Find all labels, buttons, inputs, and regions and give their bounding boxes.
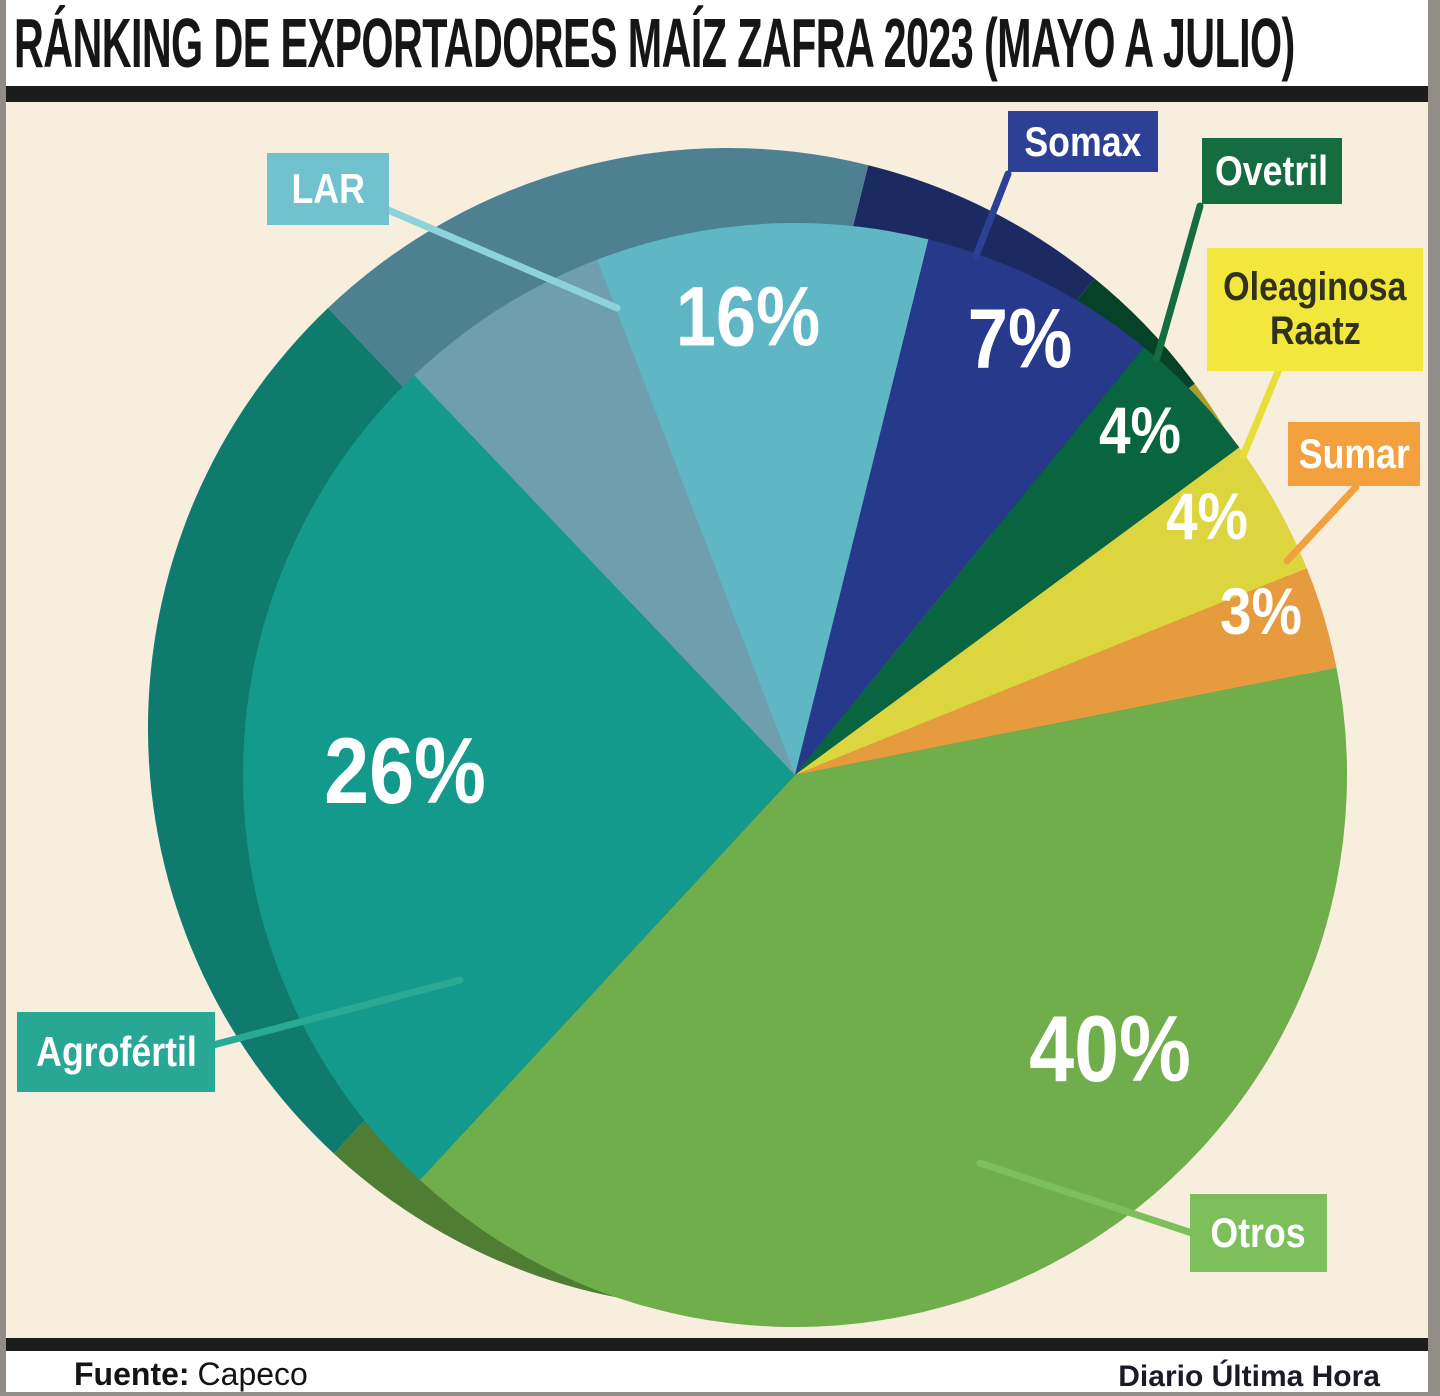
legend-box-label: Sumar (1298, 430, 1410, 478)
legend-box-oleaginosa-raatz: Oleaginosa Raatz (1207, 248, 1423, 371)
pie-group: 16% 7% 4% 4% 3% 40% 26% (147, 147, 1360, 1328)
leader-line-lar (384, 206, 621, 312)
title-divider-bar (0, 86, 1440, 102)
pct-label-otros: 40% (1029, 996, 1191, 1101)
legend-box-label: Somax (1024, 117, 1142, 165)
pct-label-agrof-rtil: 26% (324, 718, 486, 823)
leader-line-oleaginosa-raatz (1239, 353, 1288, 460)
pct-label-oleaginosa-raatz: 4% (1166, 480, 1248, 554)
pie-slice-ovetril (795, 347, 1240, 775)
footer (0, 1351, 1440, 1392)
frame-border-right (1428, 0, 1440, 1396)
source-value: Capeco (197, 1356, 308, 1392)
frame-border-left (0, 0, 6, 1396)
pie-shade-wedge-lar (414, 259, 795, 775)
legend-box-label: Raatz (1269, 308, 1361, 353)
legend-box-somax: Somax (1008, 111, 1158, 172)
legend-box-label: Oleaginosa (1223, 265, 1407, 310)
legend-box-otros: Otros (1190, 1194, 1327, 1272)
leader-line-otros (976, 1159, 1196, 1237)
pie-slice-oleaginosa-raatz (795, 447, 1307, 775)
legend-box-sumar: Sumar (1288, 422, 1420, 486)
title-bar: RÁNKING DE EXPORTADORES MAÍZ ZAFRA 2023 … (14, 0, 1426, 86)
footer-divider-bar (0, 1338, 1440, 1351)
leader-line-ovetril (1153, 202, 1204, 362)
legend-box-label: Ovetril (1215, 147, 1329, 195)
source-note: Fuente: Capeco (74, 1356, 308, 1393)
leader-line-somax (972, 170, 1012, 260)
legend-box-agrofertil: Agrofértil (17, 1012, 215, 1092)
page-title: RÁNKING DE EXPORTADORES MAÍZ ZAFRA 2023 … (14, 4, 1295, 82)
legend-box-label: Agrofértil (35, 1028, 197, 1076)
leader-line-sumar (1283, 483, 1360, 565)
pie-slice-somax (795, 239, 1144, 775)
pct-label-lar: 16% (676, 269, 821, 363)
legend-box-ovetril: Ovetril (1202, 138, 1342, 204)
pie-slice-sumar (795, 568, 1337, 775)
pct-label-ovetril: 4% (1099, 394, 1181, 468)
frame-border-bottom (0, 1392, 1440, 1396)
source-label: Fuente: (74, 1356, 190, 1392)
pie-slice-otros (419, 667, 1348, 1328)
credit-note: Diario Última Hora (1118, 1360, 1380, 1393)
legend-box-lar: LAR (267, 153, 389, 225)
pct-label-sumar: 3% (1220, 575, 1302, 649)
leader-line-agrofertil (209, 976, 464, 1049)
pct-label-somax: 7% (968, 291, 1072, 385)
pie-slice-agrof-rtil (242, 375, 795, 1180)
legend-box-label: LAR (291, 165, 365, 213)
legend-box-label: Otros (1210, 1209, 1307, 1257)
